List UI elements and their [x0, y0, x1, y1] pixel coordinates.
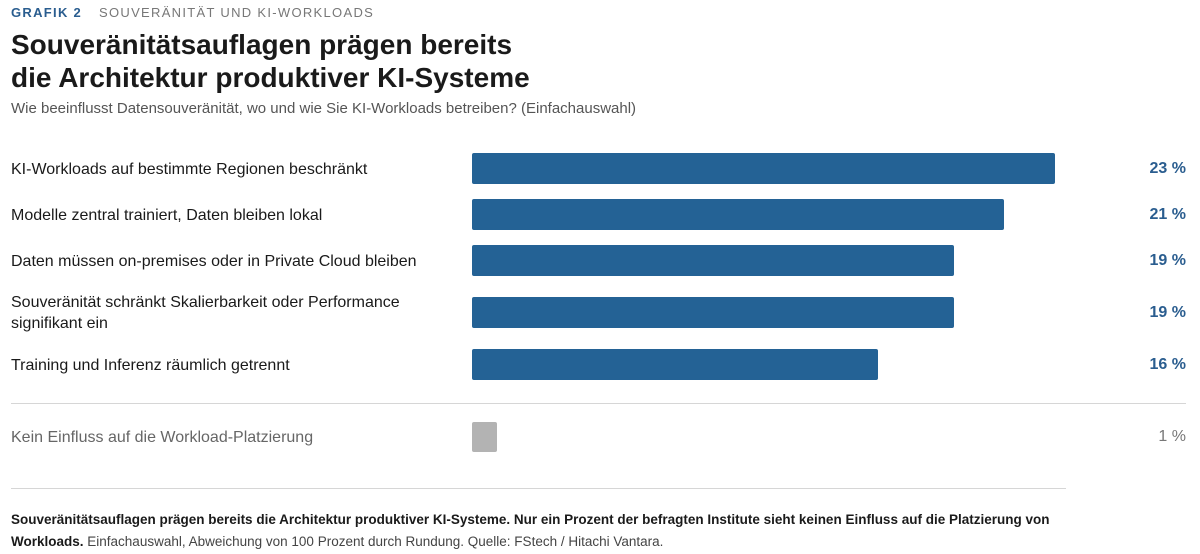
footnote-divider [11, 488, 1066, 489]
figure-topic: SOUVERÄNITÄT UND KI-WORKLOADS [99, 5, 375, 20]
value-label: 19 % [1149, 252, 1186, 269]
bar [472, 199, 1004, 230]
footnote-lead: Souveränitätsauflagen prägen bereits die… [11, 512, 1050, 549]
footnote: Souveränitätsauflagen prägen bereits die… [11, 509, 1081, 553]
section-divider [11, 403, 1186, 404]
category-label: Kein Einfluss auf die Workload-Platzieru… [11, 429, 314, 446]
bar [472, 245, 954, 276]
chart-title-line-2: die Architektur produktiver KI-Systeme [11, 62, 530, 93]
value-label: 23 % [1149, 160, 1186, 177]
bar [472, 297, 954, 328]
value-label: 16 % [1149, 356, 1186, 373]
category-label: KI-Workloads auf bestimmte Regionen besc… [11, 161, 368, 178]
category-label: Souveränität schränkt Skalierbarkeit ode… [11, 294, 400, 332]
bar [472, 422, 497, 452]
chart-title-line-1: Souveränitätsauflagen prägen bereits [11, 29, 513, 60]
chart-subtitle: Wie beeinflusst Datensouveränität, wo un… [11, 100, 637, 117]
figure-number: GRAFIK 2 [11, 5, 83, 20]
value-label: 19 % [1149, 304, 1186, 321]
value-label: 21 % [1149, 206, 1186, 223]
category-label: Modelle zentral trainiert, Daten bleiben… [11, 207, 323, 224]
chart-title: Souveränitätsauflagen prägen bereits die… [11, 28, 711, 94]
category-label: Training und Inferenz räumlich getrennt [11, 357, 290, 374]
category-label: Daten müssen on-premises oder in Private… [11, 253, 417, 270]
value-label: 1 % [1158, 428, 1186, 445]
footnote-source: Einfachauswahl, Abweichung von 100 Proze… [83, 534, 664, 549]
figure-kicker: GRAFIK 2 SOUVERÄNITÄT UND KI-WORKLOADS [11, 5, 374, 20]
bar [472, 153, 1055, 184]
bar [472, 349, 878, 380]
